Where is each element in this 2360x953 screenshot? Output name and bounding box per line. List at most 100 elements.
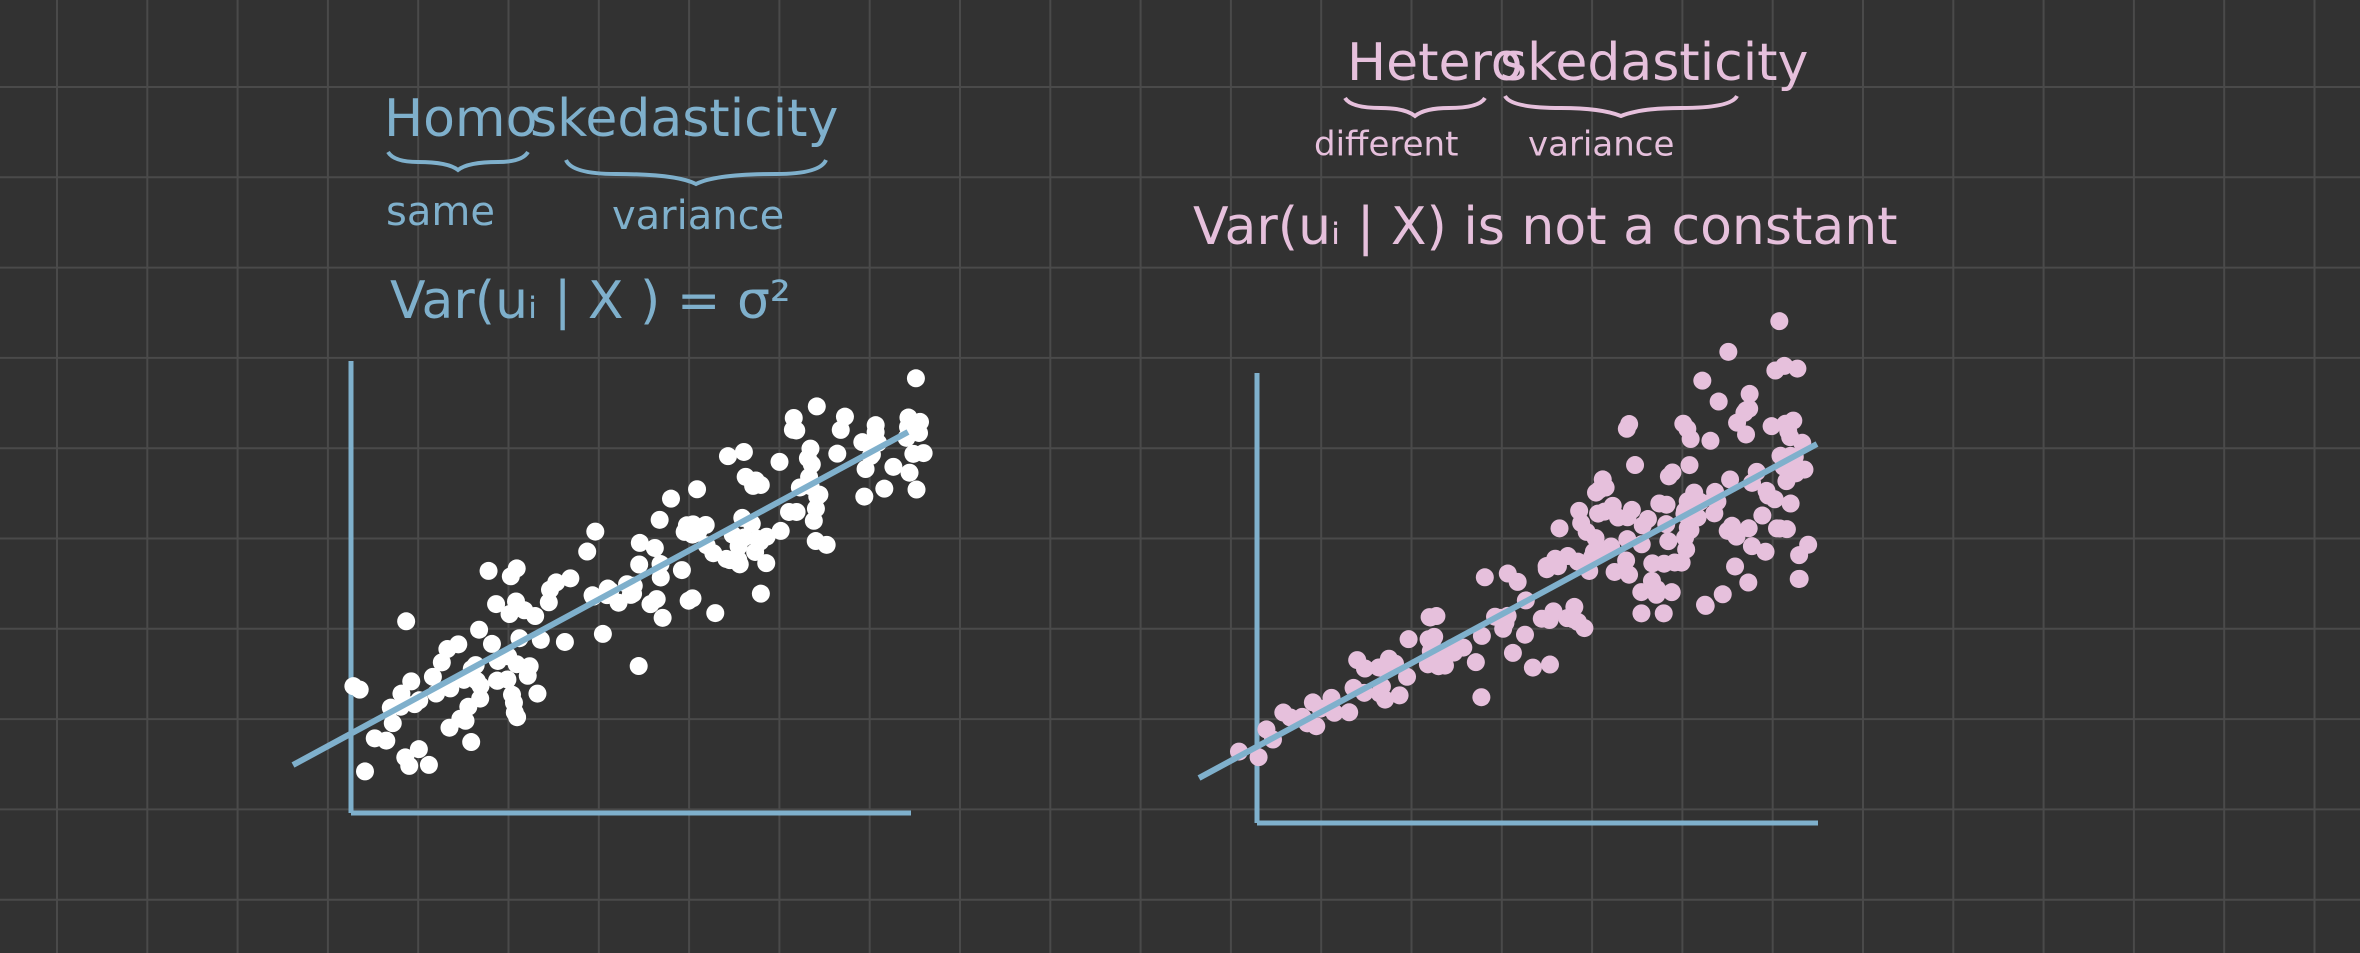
formula: Var(uᵢ | X) is not a constant bbox=[1193, 197, 1898, 257]
dot bbox=[1620, 415, 1639, 434]
dot bbox=[1681, 430, 1700, 449]
dot bbox=[734, 442, 753, 461]
dot bbox=[1647, 580, 1666, 599]
dot bbox=[470, 620, 489, 639]
gloss: variance bbox=[612, 193, 784, 239]
dot bbox=[1577, 522, 1596, 541]
dot bbox=[746, 542, 765, 561]
dot bbox=[459, 697, 478, 716]
dot bbox=[1609, 508, 1628, 527]
dot bbox=[1398, 667, 1417, 686]
dot bbox=[1605, 562, 1624, 581]
dot bbox=[471, 676, 490, 695]
dot bbox=[1568, 552, 1587, 571]
dot bbox=[779, 502, 798, 521]
dot bbox=[828, 444, 847, 463]
dot bbox=[1762, 417, 1781, 436]
dot bbox=[1742, 537, 1761, 556]
dot bbox=[1355, 659, 1374, 678]
dot bbox=[555, 632, 574, 651]
dot bbox=[653, 608, 672, 627]
dot bbox=[672, 561, 691, 580]
title-part: Hetero bbox=[1347, 33, 1523, 93]
dot bbox=[686, 521, 705, 540]
dot bbox=[515, 601, 534, 620]
dot bbox=[1693, 371, 1712, 390]
dot bbox=[718, 447, 737, 466]
dot bbox=[1685, 483, 1704, 502]
dot bbox=[1472, 688, 1491, 707]
dot bbox=[1740, 384, 1759, 403]
dot bbox=[1475, 568, 1494, 587]
dot bbox=[630, 555, 649, 574]
dot bbox=[1659, 532, 1678, 551]
dot bbox=[757, 527, 776, 546]
dot bbox=[1575, 619, 1594, 638]
dot bbox=[505, 703, 524, 722]
dot bbox=[498, 670, 517, 689]
dot bbox=[1570, 501, 1589, 520]
dot bbox=[1420, 608, 1439, 627]
dot bbox=[561, 569, 580, 588]
dot bbox=[501, 567, 520, 586]
dot bbox=[783, 420, 802, 439]
dot bbox=[1303, 693, 1322, 712]
dot bbox=[875, 479, 894, 498]
dot bbox=[706, 604, 725, 623]
brace bbox=[564, 158, 828, 187]
regression-line bbox=[1197, 441, 1819, 781]
dot bbox=[647, 590, 666, 609]
dot bbox=[479, 561, 498, 580]
dot bbox=[650, 510, 669, 529]
dot bbox=[1550, 519, 1569, 538]
title-part: Homo bbox=[384, 89, 537, 149]
brace bbox=[1503, 94, 1739, 119]
dot bbox=[831, 420, 850, 439]
dot bbox=[1540, 655, 1559, 674]
dot bbox=[884, 457, 903, 476]
dot bbox=[1728, 413, 1747, 432]
scatter-plot bbox=[291, 361, 933, 816]
dot bbox=[1249, 748, 1268, 767]
dot bbox=[1632, 583, 1651, 602]
dot bbox=[662, 489, 681, 508]
dot bbox=[1659, 467, 1678, 486]
dot bbox=[1719, 342, 1738, 361]
dot bbox=[1638, 510, 1657, 529]
dot bbox=[392, 684, 411, 703]
brace bbox=[1343, 96, 1487, 119]
dot bbox=[629, 657, 648, 676]
dot bbox=[1696, 595, 1715, 614]
dot bbox=[751, 475, 770, 494]
dot bbox=[528, 684, 547, 703]
dot bbox=[900, 463, 919, 482]
dot bbox=[344, 677, 363, 696]
dot bbox=[688, 480, 707, 499]
title-part: skedasticity bbox=[530, 89, 838, 149]
dot bbox=[907, 480, 926, 499]
dot bbox=[1665, 553, 1684, 572]
dot bbox=[804, 511, 823, 530]
dot bbox=[1781, 494, 1800, 513]
dot bbox=[1662, 583, 1681, 602]
dot bbox=[645, 538, 664, 557]
dot bbox=[1705, 504, 1724, 523]
dot bbox=[1799, 535, 1818, 554]
dot bbox=[1788, 359, 1807, 378]
dot bbox=[1423, 630, 1442, 649]
dot bbox=[1789, 569, 1808, 588]
dot bbox=[1726, 557, 1745, 576]
dot bbox=[798, 449, 817, 468]
dot bbox=[423, 667, 442, 686]
dot bbox=[751, 584, 770, 603]
dot bbox=[1776, 414, 1795, 433]
dot bbox=[630, 533, 649, 552]
dot bbox=[1626, 456, 1645, 475]
dot bbox=[402, 672, 421, 691]
dot bbox=[1756, 542, 1775, 561]
dot bbox=[1718, 521, 1737, 540]
dot bbox=[1713, 585, 1732, 604]
dot bbox=[1399, 630, 1418, 649]
dot bbox=[771, 521, 790, 540]
dot bbox=[593, 624, 612, 643]
